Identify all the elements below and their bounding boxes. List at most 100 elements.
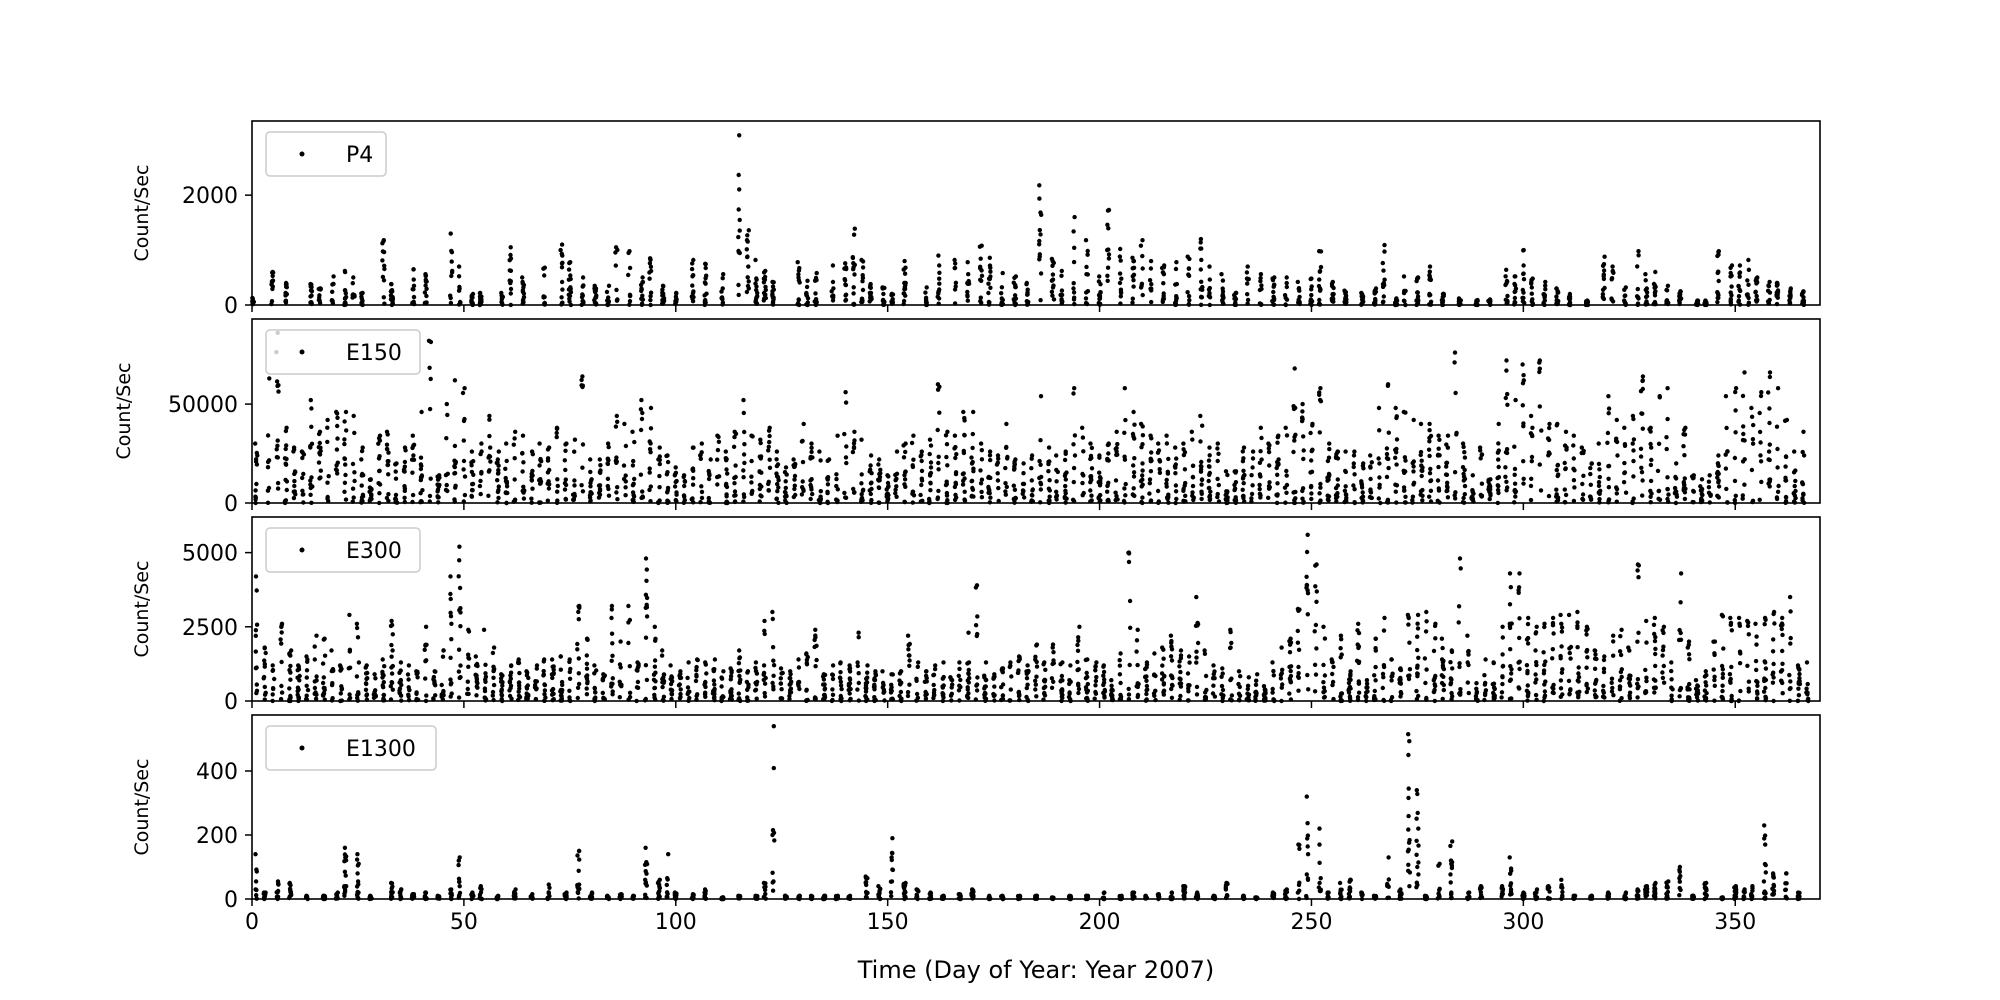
- e150-data-point: [953, 444, 958, 450]
- e150-data-point: [325, 480, 330, 485]
- p4-data-point: [1380, 300, 1386, 305]
- e300-data-point: [558, 667, 563, 672]
- e150-data-point: [1444, 464, 1449, 469]
- e150-data-point: [1275, 440, 1280, 445]
- e150-data-point: [554, 426, 560, 431]
- e150-data-point: [418, 491, 423, 496]
- e150-legend-label: E150: [346, 341, 402, 366]
- p4-data-point: [1059, 268, 1065, 274]
- p4-data-point: [507, 278, 512, 283]
- e150-data-point: [1249, 473, 1254, 478]
- e300-data-point: [898, 689, 904, 695]
- e150-data-point: [308, 443, 313, 449]
- p4-data-point: [1185, 290, 1190, 295]
- p4-data-point: [1207, 264, 1212, 269]
- e150-data-point: [342, 437, 347, 442]
- e150-data-point: [1445, 488, 1450, 493]
- p4-data-point: [380, 249, 386, 254]
- e300-data-point: [644, 614, 650, 619]
- e150-data-point: [1512, 444, 1517, 449]
- e150-data-point: [1333, 454, 1339, 459]
- e150-data-point: [418, 462, 424, 467]
- e150-data-point: [631, 458, 636, 464]
- p4-data-point: [359, 296, 364, 301]
- e300-data-point: [1117, 658, 1122, 663]
- e150-data-point: [335, 471, 340, 476]
- p4-data-point: [966, 272, 971, 277]
- e150-data-point: [1418, 489, 1424, 494]
- e150-data-point: [478, 478, 483, 484]
- p4-data-point: [521, 291, 527, 296]
- e300-data-point: [678, 687, 683, 692]
- e150-data-point: [1496, 421, 1501, 427]
- e150-data-point: [623, 493, 628, 498]
- p4-data-point: [1039, 212, 1044, 217]
- e150-data-point: [335, 423, 340, 429]
- e150-data-point: [1174, 456, 1179, 461]
- e150-data-point: [1776, 483, 1781, 489]
- p4-data-point: [1118, 290, 1124, 296]
- e300-data-point: [873, 671, 878, 676]
- p4-data-point: [1774, 292, 1779, 297]
- e150-data-point: [766, 428, 772, 433]
- e150-data-point: [1664, 446, 1669, 452]
- e300-data-point: [1187, 660, 1192, 665]
- e150-data-point: [1182, 483, 1187, 488]
- e150-data-point: [674, 490, 679, 495]
- e300-data-point: [1262, 687, 1268, 692]
- e150-data-point: [1140, 424, 1145, 429]
- e150-data-point: [774, 463, 780, 469]
- e300-data-point: [965, 687, 970, 692]
- e150-data-point: [1122, 386, 1128, 391]
- p4-data-point: [1117, 271, 1123, 276]
- e150-data-point: [962, 489, 967, 494]
- e300-data-point: [1118, 692, 1123, 698]
- e300-data-point: [975, 675, 980, 680]
- e300-data-point: [397, 690, 402, 695]
- e150-data-point: [1004, 444, 1009, 450]
- e150-data-point: [1445, 495, 1451, 500]
- e300-data-point: [354, 674, 360, 679]
- e300-data-point: [423, 659, 428, 664]
- p4-data-point: [593, 288, 598, 293]
- e150-data-point: [547, 482, 552, 487]
- p4-data-point: [606, 283, 612, 288]
- p4-data-point: [1011, 297, 1016, 302]
- e150-data-point: [1309, 496, 1314, 502]
- e150-data-point: [1308, 485, 1314, 490]
- e300-data-point: [652, 624, 657, 629]
- p4-data-point: [477, 291, 483, 296]
- e300-data-point: [575, 641, 580, 647]
- e150-data-point: [1266, 449, 1272, 455]
- e150-data-point: [316, 460, 322, 465]
- e300-data-point: [643, 556, 649, 561]
- e150-data-point: [308, 492, 313, 497]
- e300-data-point: [380, 657, 385, 662]
- e150-data-point: [1606, 485, 1612, 490]
- p4-data-point: [350, 281, 355, 286]
- p4-data-point: [1083, 296, 1089, 301]
- e300-data-point: [694, 664, 699, 670]
- e300-data-point: [931, 672, 937, 677]
- e300-data-point: [965, 694, 970, 700]
- e150-y-tick-label: 0: [224, 492, 238, 517]
- e300-data-point: [483, 662, 488, 667]
- p4-data-point: [638, 282, 644, 288]
- e300-data-point: [330, 667, 336, 672]
- e150-data-point: [776, 485, 781, 490]
- e150-data-point: [351, 495, 356, 500]
- e150-data-point: [1039, 474, 1044, 480]
- e300-data-point: [457, 558, 462, 563]
- e150-data-point: [825, 490, 830, 496]
- e300-data-point: [347, 612, 352, 618]
- p4-data-point: [604, 289, 610, 295]
- e300-data-point: [1253, 682, 1259, 687]
- e150-data-point: [859, 437, 864, 442]
- e150-data-point: [1530, 433, 1535, 439]
- p4-data-point: [979, 268, 984, 273]
- e300-data-point: [295, 688, 300, 694]
- e150-data-point: [334, 447, 340, 452]
- e150-data-point: [1012, 466, 1017, 471]
- e150-data-point: [1411, 482, 1416, 487]
- e300-data-point: [1109, 693, 1115, 699]
